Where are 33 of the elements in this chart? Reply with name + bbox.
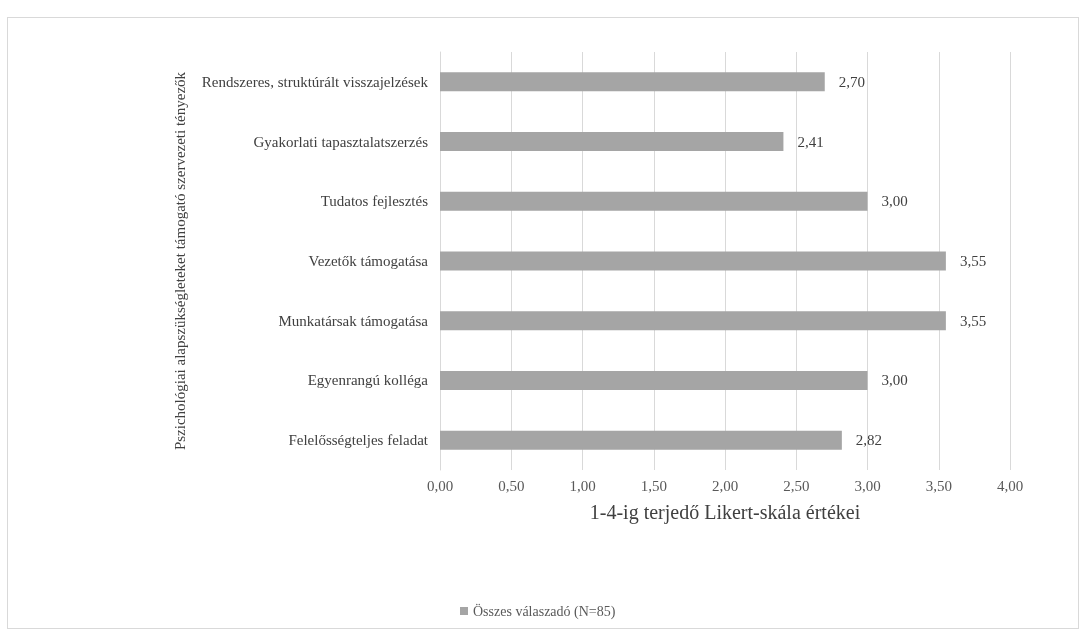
x-tick-label: 3,50 bbox=[925, 477, 952, 494]
x-axis-title: 1-4-ig terjedő Likert-skála értékei bbox=[589, 501, 861, 524]
data-label: 3,00 bbox=[881, 193, 908, 210]
x-tick-label: 0,50 bbox=[498, 477, 525, 494]
legend-label: Összes válaszadó (N=85) bbox=[473, 602, 616, 620]
bar bbox=[440, 191, 868, 211]
x-tick-label: 0,00 bbox=[426, 477, 454, 494]
data-label: 2,41 bbox=[797, 133, 824, 150]
x-tick-label: 4,00 bbox=[996, 477, 1024, 494]
y-axis-title: Pszichológiai alapszükségleteket támogató szervezeti tényezők bbox=[171, 71, 188, 451]
data-label: 3,00 bbox=[881, 372, 908, 389]
y-tick-label: Egyenrangú kolléga bbox=[307, 372, 429, 389]
bar bbox=[440, 72, 825, 92]
data-label: 2,82 bbox=[855, 432, 883, 449]
bar bbox=[440, 251, 946, 271]
y-tick-label: Felelősségteljes feladat bbox=[288, 432, 429, 449]
y-tick-label: Rendszeres, struktúrált visszajelzések bbox=[201, 73, 429, 90]
data-label: 2,70 bbox=[838, 73, 865, 90]
x-tick-label: 2,50 bbox=[783, 477, 810, 494]
y-tick-label: Munkatársak támogatása bbox=[278, 312, 429, 329]
x-tick-label: 3,00 bbox=[854, 477, 881, 494]
y-tick-label: Gyakorlati tapasztalatszerzés bbox=[253, 133, 429, 150]
data-label: 3,55 bbox=[959, 253, 987, 269]
y-tick-label: Tudatos fejlesztés bbox=[320, 193, 429, 210]
x-tick-label: 2,00 bbox=[711, 477, 739, 494]
bar bbox=[440, 132, 784, 152]
x-tick-label: 1,00 bbox=[569, 477, 596, 494]
bar bbox=[440, 430, 842, 450]
x-tick-label: 1,50 bbox=[640, 477, 667, 494]
y-tick-label: Vezetők támogatása bbox=[308, 253, 429, 269]
bar bbox=[440, 370, 868, 390]
data-label: 3,55 bbox=[959, 312, 987, 329]
bar bbox=[440, 311, 946, 331]
